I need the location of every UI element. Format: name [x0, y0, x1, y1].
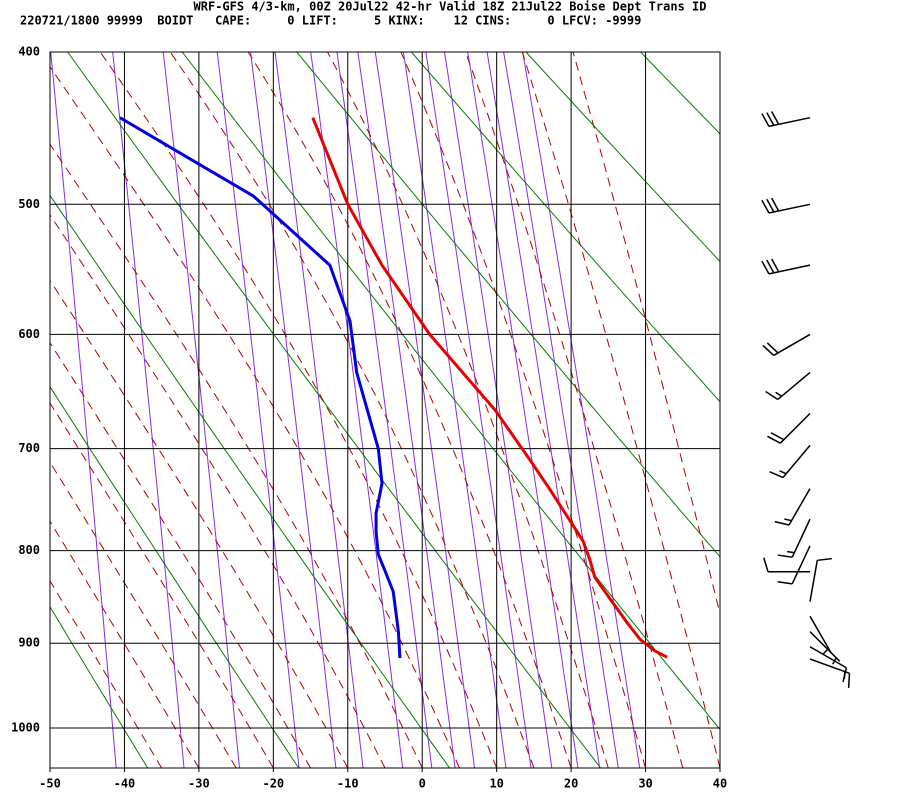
barb-feather	[787, 552, 794, 553]
chart-title: WRF-GFS 4/3-km, 00Z 20Jul22 42-hr Valid …	[194, 0, 707, 14]
x-tick-label: 10	[489, 777, 503, 791]
x-tick-label: -50	[39, 777, 61, 791]
x-tick-label: 30	[638, 777, 652, 791]
barb-feather	[849, 673, 850, 688]
y-tick-label: 400	[18, 45, 40, 59]
x-tick-label: 20	[564, 777, 578, 791]
y-tick-label: 700	[18, 441, 40, 455]
y-tick-label: 500	[18, 197, 40, 211]
x-tick-label: -30	[188, 777, 210, 791]
y-tick-label: 800	[18, 543, 40, 557]
chart-subtitle: 220721/1800 99999 BOIDT CAPE: 0 LIFT: 5 …	[20, 14, 641, 28]
x-tick-label: -40	[114, 777, 136, 791]
y-tick-label: 1000	[11, 721, 40, 735]
x-tick-label: -20	[262, 777, 284, 791]
x-tick-label: -10	[337, 777, 359, 791]
x-tick-label: 0	[419, 777, 426, 791]
y-tick-label: 600	[18, 327, 40, 341]
x-tick-label: 40	[713, 777, 727, 791]
y-tick-label: 900	[18, 636, 40, 650]
